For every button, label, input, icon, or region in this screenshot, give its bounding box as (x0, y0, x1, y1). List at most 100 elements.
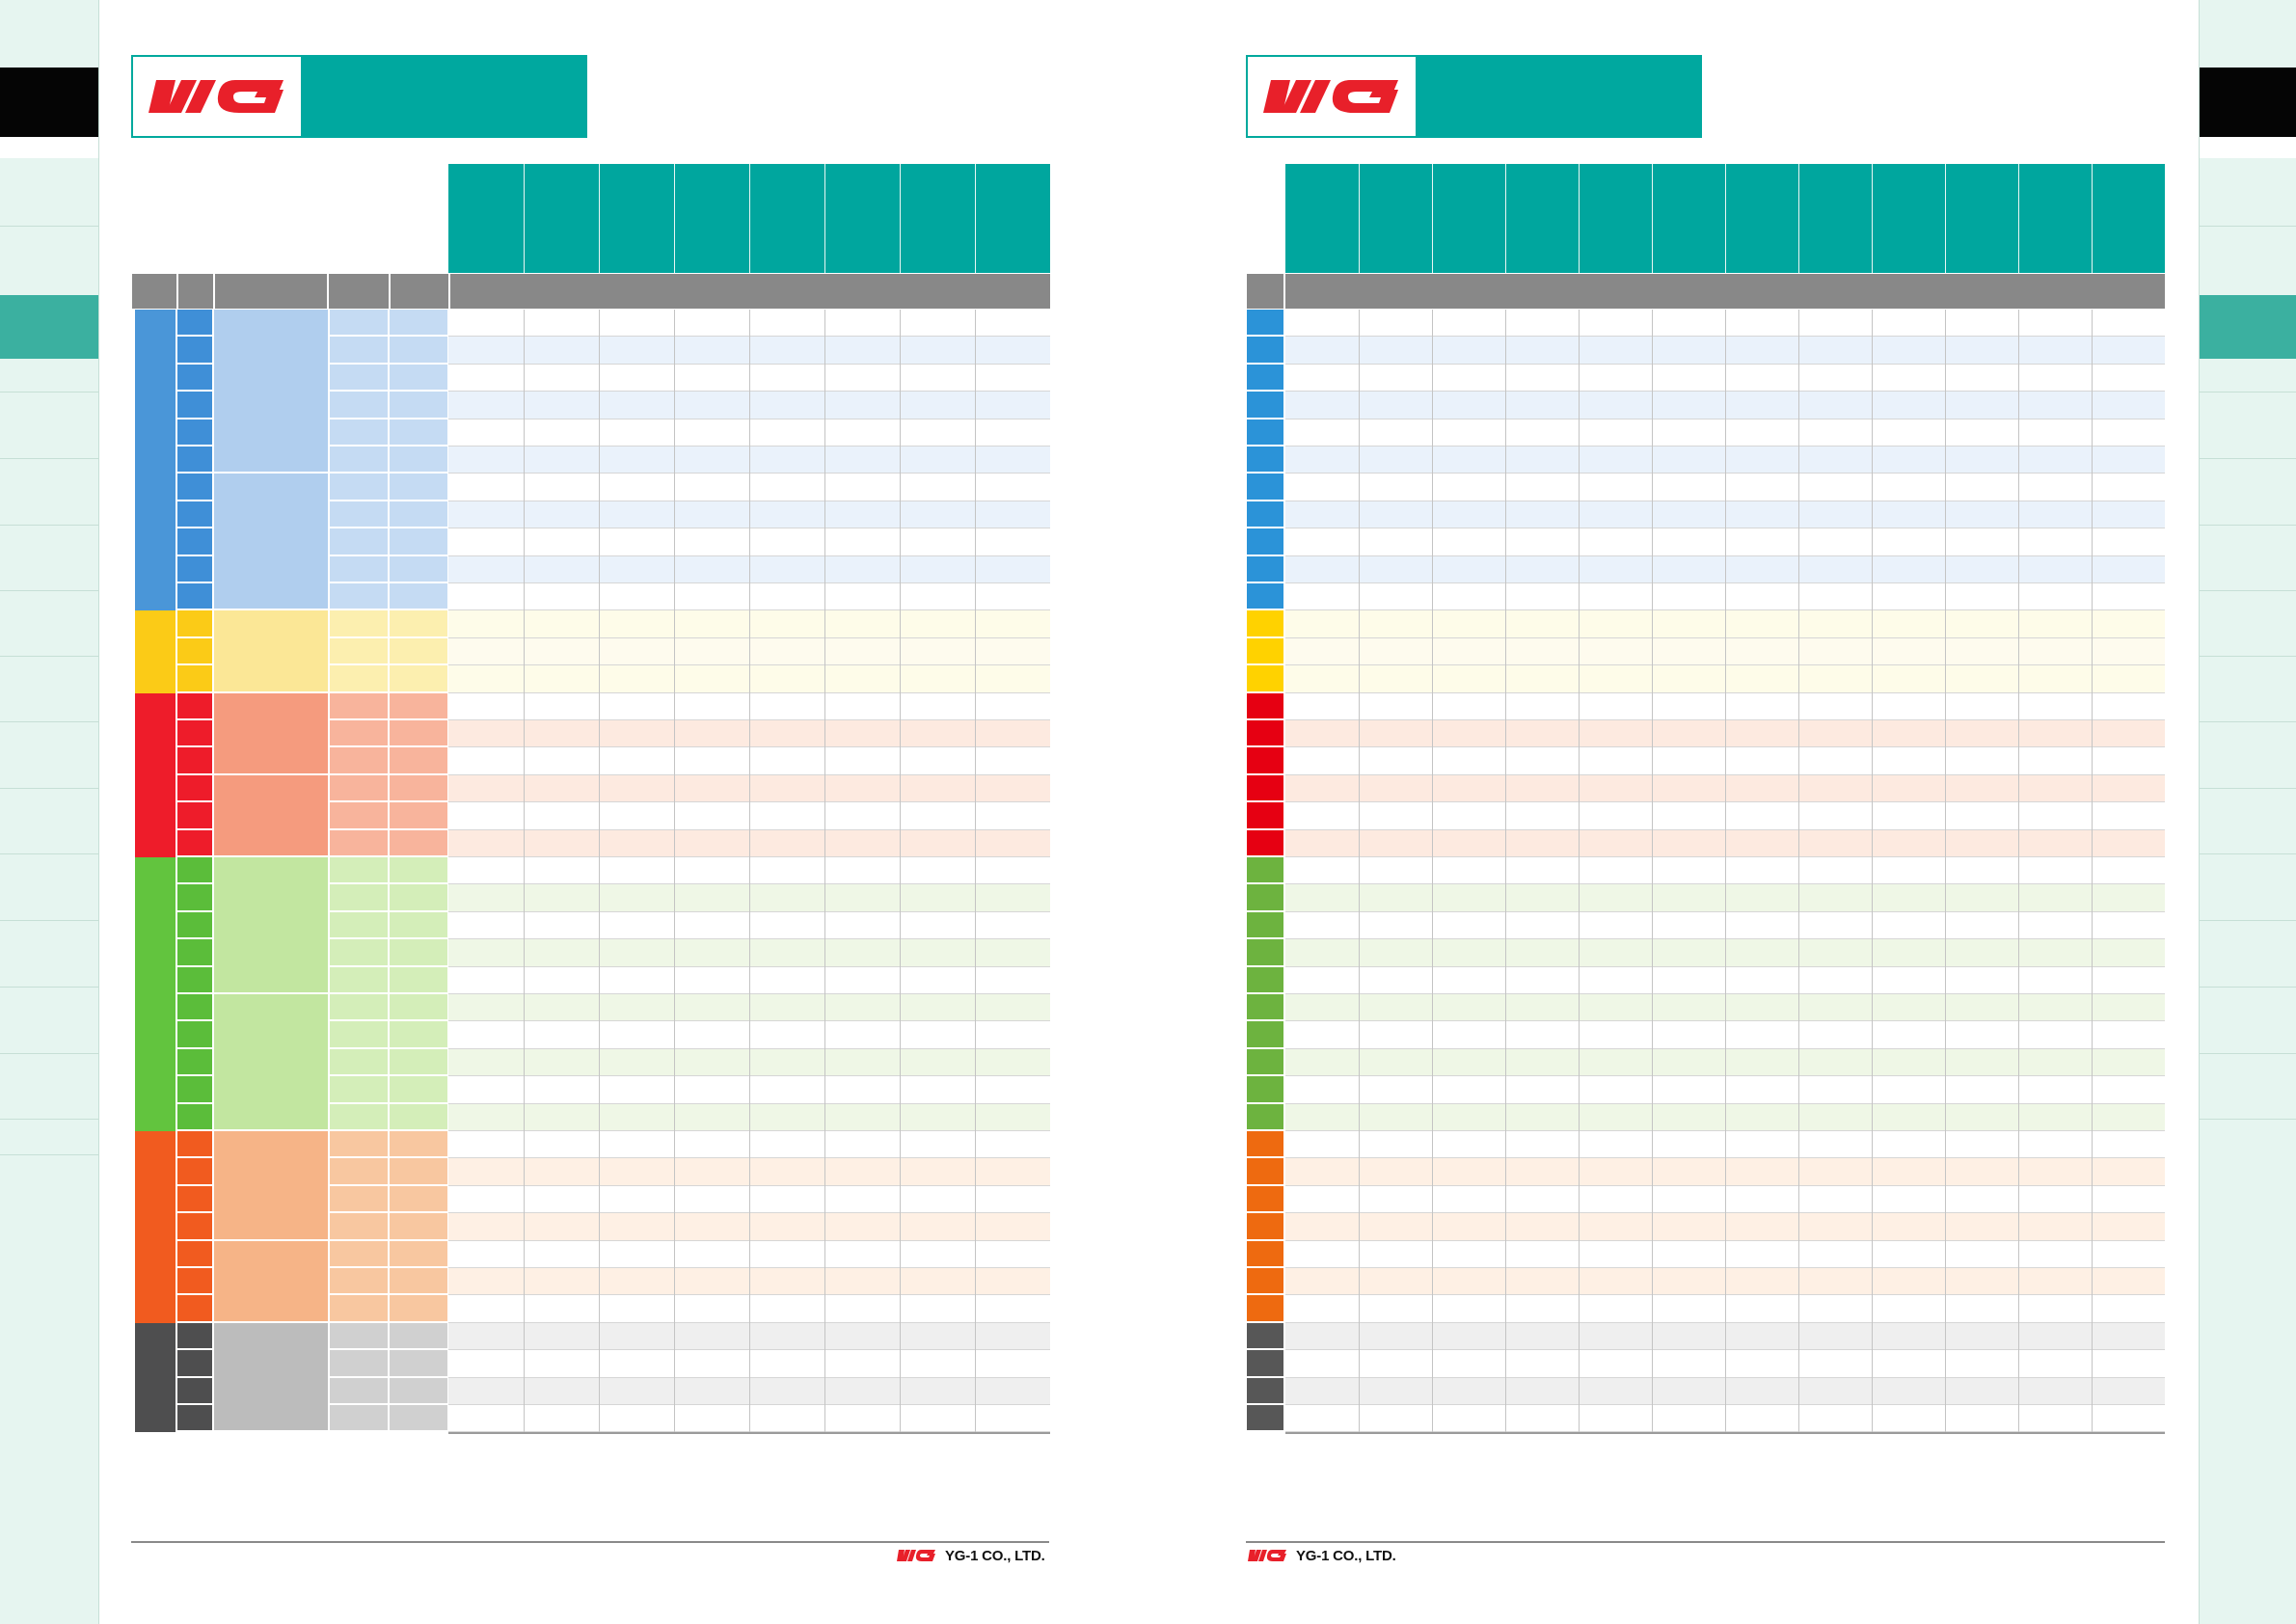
cell-divider (1798, 1048, 1799, 1077)
cell-divider (975, 1405, 976, 1433)
cell-divider (1872, 1240, 1873, 1268)
material-no-cell (177, 1240, 212, 1266)
material-group-blue (1247, 501, 1283, 528)
cell-divider (749, 528, 750, 556)
hardness-cell (390, 501, 447, 528)
cell-divider (1652, 1048, 1653, 1077)
cell-divider (674, 994, 675, 1022)
cell-divider (524, 857, 525, 885)
hardness-cell (390, 1131, 447, 1157)
material-group-green (1247, 1048, 1283, 1075)
column-header-divider (2092, 164, 2093, 273)
cell-divider (2092, 528, 2093, 556)
cell-divider (1798, 1185, 1799, 1214)
column-header-divider (1798, 164, 1799, 273)
hardness-cell (390, 802, 447, 828)
cell-divider (749, 994, 750, 1022)
cell-divider (1945, 720, 1946, 748)
cell-divider (749, 1021, 750, 1049)
table-row (1285, 1240, 2165, 1268)
cell-divider (674, 310, 675, 338)
cell-divider (1432, 610, 1433, 638)
cell-divider (1432, 1322, 1433, 1351)
cell-divider (1579, 966, 1580, 994)
cell-divider (2092, 1103, 2093, 1131)
hardness-cell (330, 774, 388, 801)
cell-divider (1359, 555, 1360, 583)
company-name: YG-1 CO., LTD. (1296, 1547, 1396, 1564)
table-row (448, 1405, 1050, 1433)
cell-divider (1945, 1377, 1946, 1405)
cell-divider (1359, 447, 1360, 474)
material-category-block (214, 1131, 328, 1239)
cell-divider (824, 610, 825, 638)
cell-divider (2092, 774, 2093, 803)
cell-divider (1505, 1021, 1506, 1049)
cell-divider (524, 1158, 525, 1186)
cell-divider (749, 774, 750, 803)
cell-divider (1359, 802, 1360, 830)
cell-divider (2018, 1048, 2019, 1077)
cell-divider (674, 1213, 675, 1241)
cell-divider (599, 1048, 600, 1077)
material-group-orange (1247, 1131, 1283, 1157)
edge-black-band (0, 68, 98, 137)
cell-divider (1579, 1405, 1580, 1433)
cell-divider (824, 1076, 825, 1104)
cell-divider (900, 637, 901, 666)
cell-divider (1432, 474, 1433, 501)
cell-divider (1945, 337, 1946, 365)
cell-divider (824, 1350, 825, 1378)
cell-divider (1505, 583, 1506, 611)
cell-divider (1798, 637, 1799, 666)
table-row (448, 802, 1050, 830)
edge-active-tab[interactable] (2200, 295, 2296, 359)
material-no-cell (177, 802, 212, 828)
table-row (448, 1103, 1050, 1131)
cell-divider (2092, 637, 2093, 666)
cell-divider (1432, 528, 1433, 556)
table-row (448, 1350, 1050, 1378)
cell-divider (599, 310, 600, 338)
cell-divider (674, 447, 675, 474)
edge-active-tab[interactable] (0, 295, 98, 359)
cell-divider (975, 1350, 976, 1378)
cell-divider (1505, 1213, 1506, 1241)
cell-divider (599, 1295, 600, 1323)
cell-divider (749, 829, 750, 857)
cell-divider (599, 501, 600, 529)
grey-subheader-row (132, 274, 1050, 309)
cell-divider (975, 555, 976, 583)
cell-divider (900, 447, 901, 474)
cell-divider (1505, 1405, 1506, 1433)
cell-divider (1798, 310, 1799, 338)
cell-divider (2092, 884, 2093, 912)
hardness-cell (330, 637, 388, 664)
cell-divider (2092, 1350, 2093, 1378)
material-group-blue (1247, 419, 1283, 445)
cell-divider (1872, 1131, 1873, 1159)
cell-divider (674, 1240, 675, 1268)
cell-divider (1359, 501, 1360, 529)
footer-rule (1246, 1541, 2165, 1543)
cell-divider (599, 610, 600, 638)
cell-divider (1725, 966, 1726, 994)
table-row (1285, 994, 2165, 1022)
cell-divider (975, 1158, 976, 1186)
cell-divider (1652, 419, 1653, 447)
left-page-header (131, 55, 587, 138)
hardness-cell (390, 1405, 447, 1431)
cell-divider (2018, 966, 2019, 994)
cell-divider (1872, 857, 1873, 885)
cell-divider (975, 774, 976, 803)
cell-divider (1945, 447, 1946, 474)
cell-divider (824, 528, 825, 556)
cell-divider (1872, 665, 1873, 693)
table-row (1285, 665, 2165, 693)
table-row (448, 310, 1050, 338)
hardness-cell (330, 555, 388, 582)
cell-divider (524, 774, 525, 803)
cell-divider (2092, 1295, 2093, 1323)
cell-divider (1798, 747, 1799, 775)
cell-divider (674, 1322, 675, 1351)
